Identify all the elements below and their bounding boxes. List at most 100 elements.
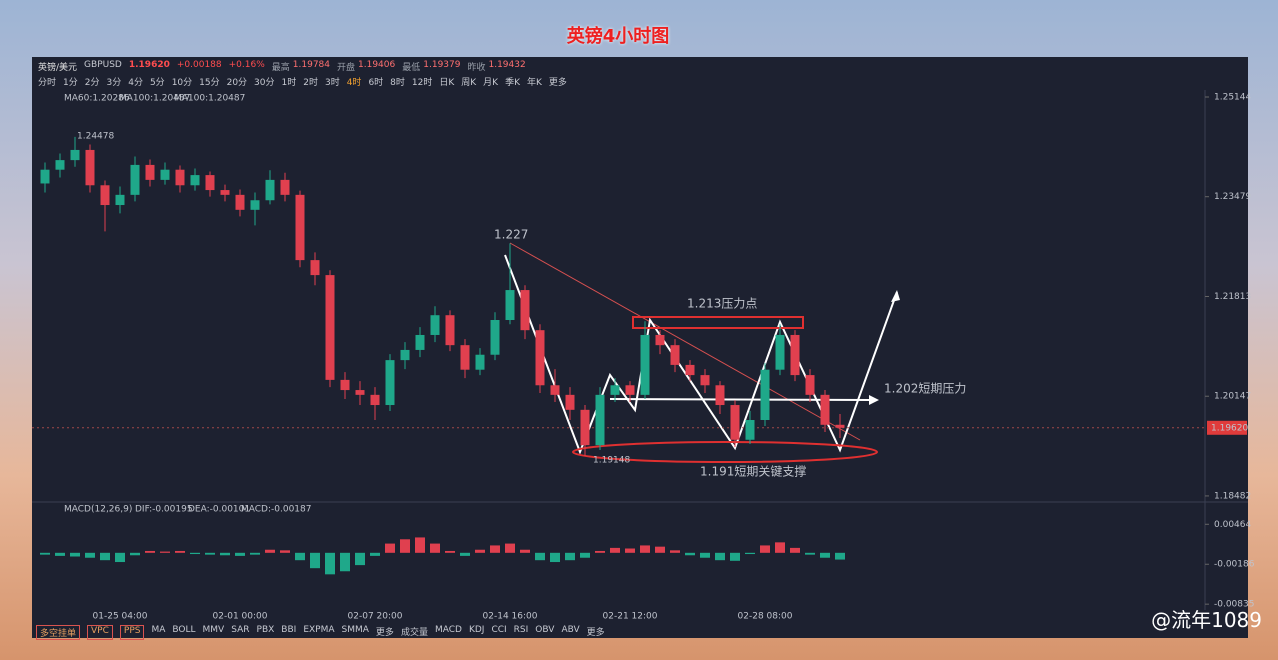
macd-bar: [145, 550, 155, 553]
indicator-button[interactable]: PBX: [256, 625, 275, 635]
x-tick-label: 02-21 12:00: [603, 612, 658, 622]
indicator-label: MA100:1.20487: [119, 94, 190, 104]
candle-body: [145, 164, 155, 180]
annotation: 1.191短期关键支撑: [700, 464, 806, 479]
timeframe[interactable]: 3分: [106, 78, 122, 88]
candle-body: [220, 190, 230, 195]
macd-bar: [295, 552, 305, 561]
timeframe[interactable]: 3时: [324, 78, 340, 88]
macd-bar: [175, 550, 185, 553]
timeframe[interactable]: 12时: [411, 78, 433, 88]
candle-body: [280, 179, 290, 195]
candle-body: [55, 160, 65, 170]
indicator-button[interactable]: VPC: [87, 625, 113, 640]
stat: 1.19406: [358, 60, 396, 70]
indicator-button[interactable]: MMV: [202, 625, 225, 635]
indicator-label: DIF:-0.00195: [135, 505, 193, 515]
candle-body: [790, 334, 800, 376]
timeframe[interactable]: 分时: [38, 78, 57, 88]
timeframe[interactable]: 10分: [171, 78, 193, 88]
timeframe[interactable]: 月K: [483, 78, 499, 88]
macd-bar: [460, 552, 470, 556]
timeframe[interactable]: 6时: [368, 78, 384, 88]
resistance-line: [609, 398, 873, 401]
candle-body: [550, 385, 560, 395]
candle-body: [430, 315, 440, 335]
timeframe[interactable]: 15分: [199, 78, 220, 88]
indicator-button[interactable]: PPS: [119, 625, 145, 640]
indicator-button[interactable]: CCI: [491, 625, 507, 635]
indicator-button[interactable]: 更多: [375, 628, 394, 638]
macd-bar: [790, 547, 800, 553]
indicator-button[interactable]: SAR: [231, 625, 250, 635]
timeframe[interactable]: 周K: [461, 78, 477, 88]
indicator-button[interactable]: EXPMA: [303, 625, 335, 635]
candle-body: [265, 179, 275, 201]
y-tick-label: 1.23479: [1214, 192, 1251, 202]
macd-bar: [550, 552, 560, 563]
macd-bar: [640, 545, 650, 553]
indicator-button[interactable]: SMMA: [341, 625, 369, 635]
macd-bar: [100, 552, 110, 561]
timeframe[interactable]: 2分: [84, 78, 100, 88]
timeframe[interactable]: 2时: [303, 78, 318, 88]
indicator-button[interactable]: 更多: [586, 628, 605, 638]
timeframe[interactable]: 日K: [439, 78, 455, 88]
candle-body: [340, 379, 350, 391]
timeframe[interactable]: 20分: [226, 78, 248, 88]
candle-body: [595, 394, 605, 446]
indicator-button[interactable]: 成交量: [400, 628, 428, 638]
indicator-button[interactable]: BOLL: [172, 625, 196, 635]
indicator-label: MA100:1.20487: [174, 94, 245, 104]
macd-bar: [325, 552, 335, 575]
macd-bar: [370, 552, 380, 556]
current-price-tag: [1207, 420, 1247, 435]
macd-bar: [685, 552, 695, 556]
indicator-label: DEA:-0.00101: [188, 505, 250, 515]
chart-panel: [32, 57, 1248, 638]
candle-body: [100, 185, 110, 206]
timeframe[interactable]: 4时: [346, 78, 362, 88]
indicator-button[interactable]: 多空挂单: [36, 625, 81, 640]
candle-body: [370, 394, 380, 406]
macd-bar: [715, 552, 725, 561]
candle-body: [235, 194, 245, 210]
low-label: 1.19148: [593, 456, 630, 466]
timeframe[interactable]: 8时: [390, 78, 405, 88]
indicator-button[interactable]: RSI: [513, 625, 529, 635]
candle-body: [490, 320, 500, 355]
indicator-button[interactable]: ABV: [561, 625, 580, 635]
indicator-button[interactable]: OBV: [535, 625, 555, 635]
indicator-button[interactable]: MACD: [434, 625, 462, 635]
timeframe[interactable]: 1时: [281, 78, 297, 88]
macd-bar: [400, 539, 410, 553]
macd-bar: [55, 552, 65, 556]
timeframe[interactable]: 季K: [505, 78, 520, 88]
high-label: 1.24478: [77, 131, 114, 141]
candle-body: [400, 349, 410, 361]
candle-body: [385, 360, 395, 406]
timeframe[interactable]: 年K: [526, 78, 542, 88]
timeframe[interactable]: 5分: [149, 78, 165, 88]
candle-body: [250, 200, 260, 210]
candle-body: [205, 175, 215, 191]
indicator-button[interactable]: BBI: [281, 625, 297, 635]
candle-body: [505, 290, 515, 320]
bottom-bar: 多空挂单 VPC PPS MA BOLL MMV SAR PBX BBI EXPMA SMMA 更多成…: [36, 625, 605, 640]
macd-bar: [625, 548, 635, 553]
candle-body: [160, 169, 170, 180]
candle-body: [70, 149, 80, 161]
indicator-button[interactable]: KDJ: [468, 625, 485, 635]
candle-body: [745, 420, 755, 440]
timeframe[interactable]: 4分: [128, 78, 143, 88]
timeframe[interactable]: 30分: [254, 78, 275, 88]
timeframe[interactable]: 更多: [548, 78, 567, 88]
stat: 1.19432: [488, 60, 526, 70]
candle-body: [535, 330, 545, 386]
macd-bar: [475, 549, 485, 553]
candle-body: [325, 275, 335, 380]
timeframe[interactable]: 1分: [63, 78, 78, 88]
indicator-button[interactable]: MA: [151, 625, 166, 635]
x-tick-label: 02-07 20:00: [348, 612, 403, 622]
